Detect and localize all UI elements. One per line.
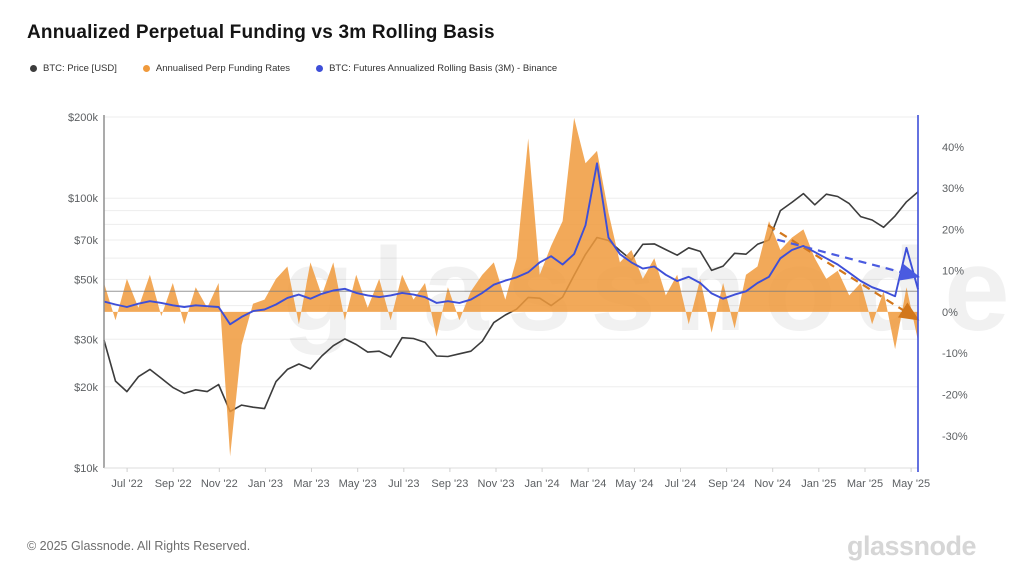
svg-text:Sep '22: Sep '22 xyxy=(155,478,192,490)
legend-dot-basis-icon xyxy=(316,65,324,72)
svg-text:$50k: $50k xyxy=(74,274,98,286)
svg-text:Nov '22: Nov '22 xyxy=(201,478,238,490)
svg-text:10%: 10% xyxy=(942,266,964,278)
svg-text:May '24: May '24 xyxy=(615,478,653,490)
svg-text:Jul '22: Jul '22 xyxy=(111,478,142,490)
rolling-basis-line xyxy=(103,162,919,326)
svg-text:40%: 40% xyxy=(942,142,964,154)
svg-text:-30%: -30% xyxy=(942,431,968,443)
legend-dot-funding-icon xyxy=(142,65,150,72)
svg-text:-20%: -20% xyxy=(942,390,968,402)
svg-text:May '25: May '25 xyxy=(892,478,930,490)
svg-text:Jul '24: Jul '24 xyxy=(665,478,696,490)
svg-text:Mar '25: Mar '25 xyxy=(847,478,883,490)
svg-text:-10%: -10% xyxy=(942,348,968,360)
svg-text:$20k: $20k xyxy=(74,382,98,394)
svg-text:Jan '25: Jan '25 xyxy=(801,478,836,490)
svg-text:Sep '24: Sep '24 xyxy=(708,478,745,490)
svg-text:Jul '23: Jul '23 xyxy=(388,478,419,490)
legend-dot-price-icon xyxy=(30,65,37,72)
svg-text:Nov '24: Nov '24 xyxy=(754,478,791,490)
svg-text:Jan '23: Jan '23 xyxy=(248,478,283,490)
svg-text:Mar '23: Mar '23 xyxy=(293,478,329,490)
svg-text:0%: 0% xyxy=(942,307,958,319)
svg-text:30%: 30% xyxy=(942,183,964,195)
svg-text:Sep '23: Sep '23 xyxy=(431,478,468,490)
svg-text:$200k: $200k xyxy=(68,112,98,124)
page-title: Annualized Perpetual Funding vs 3m Rolli… xyxy=(27,22,495,43)
chart-legend: BTC: Price [USD] Annualised Perp Funding… xyxy=(30,63,557,74)
svg-text:$70k: $70k xyxy=(74,235,98,247)
trendline-basis-downtrend xyxy=(777,238,920,281)
svg-text:$30k: $30k xyxy=(74,334,98,346)
svg-text:Nov '23: Nov '23 xyxy=(478,478,515,490)
trendline-funding-downtrend xyxy=(767,224,920,321)
svg-text:Mar '24: Mar '24 xyxy=(570,478,606,490)
glassnode-logo: glassnode xyxy=(846,531,977,561)
perp-funding-area xyxy=(104,117,918,457)
svg-text:Jan '24: Jan '24 xyxy=(525,478,560,490)
btc-price-line xyxy=(103,191,919,413)
legend-item-perp-funding[interactable]: Annualised Perp Funding Rates xyxy=(142,63,290,74)
svg-text:$10k: $10k xyxy=(74,463,98,475)
svg-text:$100k: $100k xyxy=(68,193,98,205)
legend-item-btc-price[interactable]: BTC: Price [USD] xyxy=(30,63,117,74)
copyright-text: © 2025 Glassnode. All Rights Reserved. xyxy=(27,539,251,553)
legend-item-rolling-basis[interactable]: BTC: Futures Annualized Rolling Basis (3… xyxy=(316,63,557,74)
svg-text:May '23: May '23 xyxy=(339,478,377,490)
svg-text:20%: 20% xyxy=(942,224,964,236)
